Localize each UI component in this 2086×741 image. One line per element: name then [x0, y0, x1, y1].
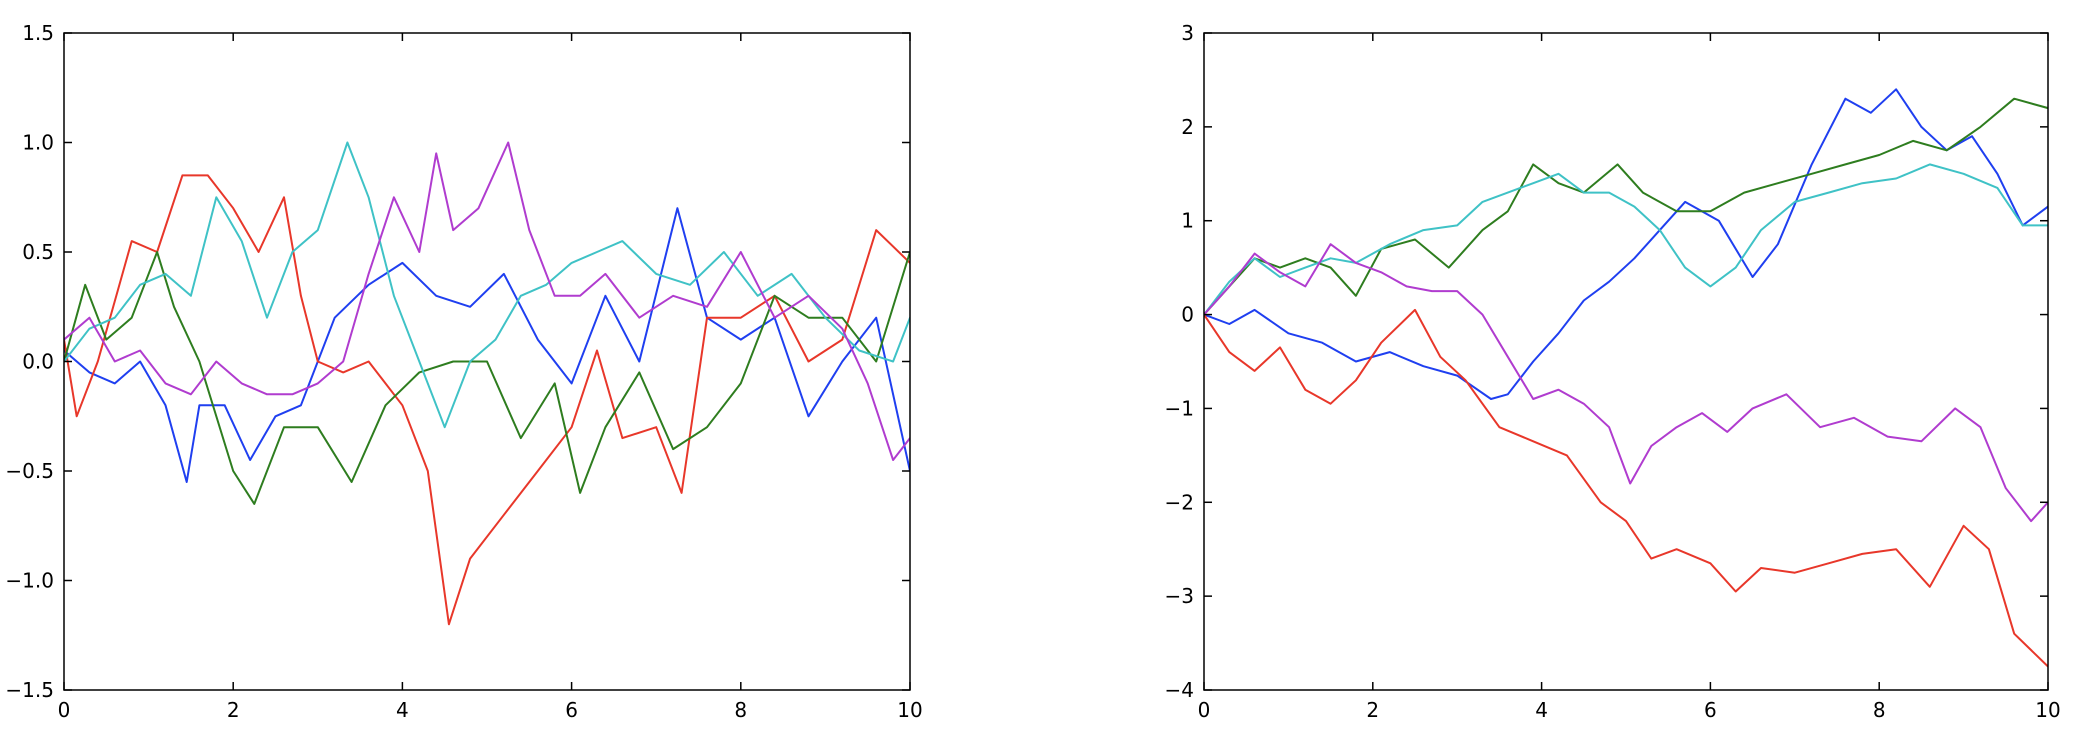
x-tick-label: 6 — [1704, 698, 1717, 722]
y-tick-label: −3 — [1165, 584, 1194, 608]
series-line-5 — [64, 141, 910, 461]
y-tick-label: −1.0 — [5, 569, 54, 593]
x-tick-label: 4 — [1535, 698, 1548, 722]
y-tick-label: 1.0 — [22, 131, 54, 155]
x-tick-label: 8 — [734, 698, 747, 722]
y-tick-label: −4 — [1165, 678, 1194, 702]
series-line-2 — [64, 174, 910, 626]
x-tick-label: 10 — [897, 698, 922, 722]
y-tick-label: −2 — [1165, 490, 1194, 514]
series-group — [1204, 88, 2048, 668]
right-plot: 0 2 4 6 8 10 −4 −3 −2 −1 0 1 2 3 — [1165, 21, 2061, 722]
series-line-1 — [64, 207, 910, 483]
y-tick-label: 1.5 — [22, 21, 54, 45]
series-line-5 — [1204, 243, 2048, 523]
series-line-3 — [64, 251, 910, 505]
y-tick-label: 0.5 — [22, 240, 54, 264]
series-line-4 — [1204, 163, 2048, 316]
y-tick-label: 1 — [1181, 209, 1194, 233]
series-group — [64, 141, 910, 626]
series-line-2 — [1204, 308, 2048, 668]
y-tick-label: −1 — [1165, 396, 1194, 420]
left-plot: 0 2 4 6 8 10 −1.5 −1.0 −0.5 0.0 0.5 1.0 1.5 — [5, 21, 922, 722]
plot-frame — [1203, 32, 2049, 691]
x-tick-label: 2 — [1366, 698, 1379, 722]
x-tick-label: 0 — [58, 698, 71, 722]
y-tick-label: 3 — [1181, 21, 1194, 45]
y-tick-label: −1.5 — [5, 678, 54, 702]
x-tick-label: 10 — [2035, 698, 2060, 722]
series-line-1 — [1204, 88, 2048, 400]
series-line-4 — [64, 141, 910, 429]
y-tick-label: −0.5 — [5, 459, 54, 483]
y-tick-label: 2 — [1181, 115, 1194, 139]
y-tick-label: 0.0 — [22, 350, 54, 374]
y-tick-label: 0 — [1181, 303, 1194, 327]
series-line-3 — [1204, 97, 2048, 316]
x-tick-label: 0 — [1198, 698, 1211, 722]
x-tick-label: 4 — [396, 698, 409, 722]
x-tick-label: 2 — [227, 698, 240, 722]
x-tick-label: 6 — [565, 698, 578, 722]
x-tick-label: 8 — [1873, 698, 1886, 722]
